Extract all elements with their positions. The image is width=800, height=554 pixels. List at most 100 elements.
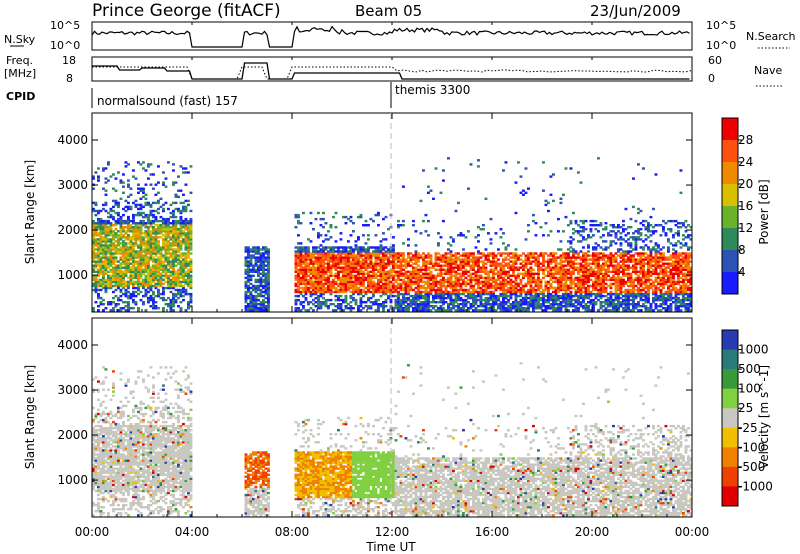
heatmap-cell [299,264,303,267]
heatmap-cell [459,284,463,288]
heatmap-cell [312,284,315,288]
heatmap-cell [337,290,340,294]
heatmap-cell [499,301,503,304]
heatmap-cell [142,282,145,286]
heatmap-cell [149,284,153,288]
heatmap-cell [364,286,368,290]
heatmap-cell [364,268,368,271]
heatmap-cell [354,284,358,288]
heatmap-cell [467,274,470,277]
heatmap-cell [359,305,363,308]
heatmap-cell [569,270,573,273]
heatmap-cell [332,260,335,263]
heatmap-cell [489,260,493,263]
heatmap-cell [324,301,328,304]
heatmap-cell [407,252,410,255]
heatmap-cell [167,232,170,235]
heatmap-cell [542,234,545,237]
heatmap-cell [109,228,113,231]
heatmap-cell [122,246,125,249]
heatmap-cell [169,228,173,231]
heatmap-cell [149,266,153,269]
heatmap-cell [477,292,480,296]
heatmap-cell [152,301,155,304]
heatmap-cell [467,288,470,292]
heatmap-cell [264,256,268,259]
heatmap-cell [484,248,488,251]
heatmap-cell [587,246,590,249]
heatmap-cell [147,201,150,205]
heatmap-cell [482,224,485,227]
heatmap-cell [137,262,140,265]
heatmap-cell [349,276,353,280]
heatmap-cell [587,262,590,265]
heatmap-cell [184,183,188,186]
heatmap-cell [137,264,140,267]
heatmap-cell [502,276,505,280]
heatmap-cell [302,258,305,261]
heatmap-cell [184,262,188,265]
heatmap-cell [374,276,378,280]
heatmap-cell [352,250,355,253]
heatmap-cell [379,246,383,249]
heatmap-cell [142,264,145,267]
heatmap-cell [152,240,155,243]
heatmap-cell [114,211,118,215]
heatmap-cell [557,262,560,265]
heatmap-cell [579,219,583,223]
heatmap-cell [144,294,148,298]
heatmap-cell [394,284,398,288]
heatmap-cell [122,228,125,231]
freq-panel: Freq. [MHz] 18 8 60 0 Nave [4,54,782,87]
heatmap-cell [457,252,460,255]
heatmap-cell [319,290,323,294]
heatmap-cell [114,288,118,292]
heatmap-cell [169,222,173,225]
heatmap-cell [487,252,490,255]
heatmap-cell [352,280,355,284]
heatmap-cell [124,230,128,233]
heatmap-cell [247,254,250,257]
heatmap-cell [524,238,528,241]
heatmap-cell [374,248,378,251]
heatmap-cell [447,276,450,280]
heatmap-cell [267,252,270,255]
heatmap-cell [342,266,345,269]
heatmap-cell [399,268,403,271]
heatmap-cell [304,266,308,269]
heatmap-cell [259,252,263,255]
heatmap-cell [329,284,333,288]
heatmap-cell [434,167,438,170]
heatmap-cell [394,288,398,292]
heatmap-cell [607,268,610,271]
heatmap-cell [394,262,398,265]
heatmap-cell [449,307,453,310]
heatmap-cell [137,309,140,312]
heatmap-cell [384,272,388,275]
heatmap-cell [252,264,255,267]
heatmap-cell [112,209,115,213]
heatmap-cell [469,258,473,261]
heatmap-cell [344,272,348,275]
heatmap-cell [154,242,158,245]
heatmap-cell [352,256,355,259]
heatmap-cell [317,296,320,300]
heatmap-cell [174,236,178,239]
heatmap-cell [404,284,408,288]
heatmap-cell [154,262,158,265]
heatmap-cell [304,252,308,255]
heatmap-cell [257,250,260,253]
heatmap-cell [337,270,340,273]
heatmap-cell [412,307,415,310]
heatmap-cell [577,252,580,255]
heatmap-cell [119,282,123,286]
heatmap-cell [362,258,365,261]
heatmap-cell [112,290,115,294]
heatmap-cell [137,203,140,207]
heatmap-cell [124,282,128,286]
heatmap-cell [377,250,380,253]
heatmap-cell [477,262,480,265]
heatmap-cell [444,252,448,255]
heatmap-cell [122,242,125,245]
heatmap-cell [162,309,165,312]
